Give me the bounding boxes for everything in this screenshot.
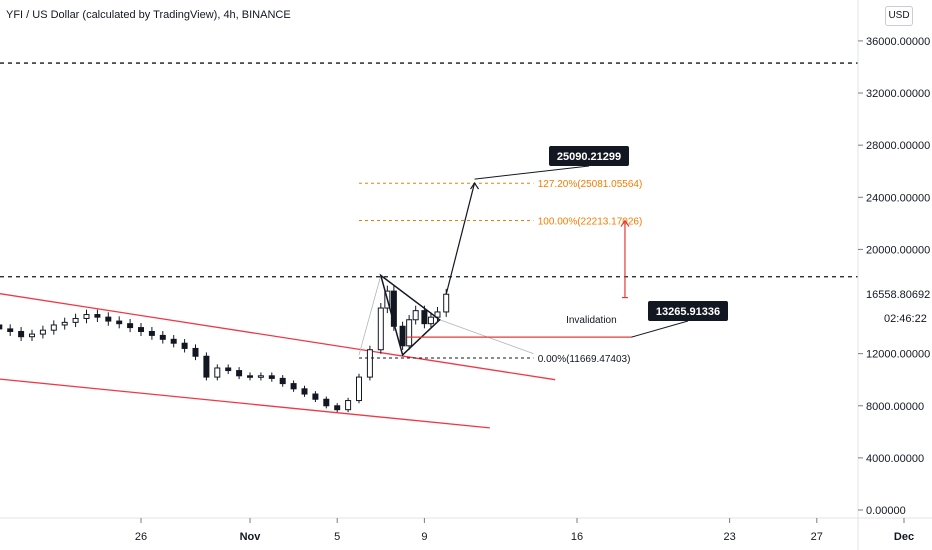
candle[interactable] [7, 328, 14, 332]
candle[interactable] [50, 324, 57, 331]
projection-arrow[interactable] [445, 182, 476, 295]
fib-level-label: 0.00%(11669.47403) [538, 354, 631, 365]
callout-text: 25090.21299 [557, 151, 621, 163]
candle[interactable] [0, 324, 3, 330]
callout-text: 13265.91336 [656, 306, 720, 318]
y-tick-label: 12000.00000 [866, 349, 930, 361]
candle[interactable] [72, 317, 79, 323]
candle[interactable] [225, 367, 232, 372]
candle[interactable] [356, 376, 362, 402]
x-tick-label: Nov [240, 531, 262, 543]
callout-pointer [474, 165, 590, 180]
candle[interactable] [148, 330, 155, 336]
candle[interactable] [61, 321, 68, 326]
candle[interactable] [83, 314, 90, 319]
x-tick-label: Dec [894, 531, 914, 543]
candle[interactable] [312, 393, 319, 400]
candle[interactable] [366, 349, 373, 378]
invalidation-label: Invalidation [566, 315, 617, 326]
candle[interactable] [116, 320, 123, 325]
candle[interactable] [192, 347, 199, 357]
callout-box [549, 146, 629, 166]
candle[interactable] [443, 293, 450, 313]
projection-arrowhead [470, 181, 480, 190]
last-price-label: 16558.80692 [866, 289, 930, 301]
fib-level-label: 100.00%(22213.17026) [538, 217, 643, 228]
chart-title: YFI / US Dollar (calculated by TradingVi… [6, 9, 291, 21]
candle[interactable] [334, 405, 341, 411]
price-callout[interactable]: 25090.21299 [474, 146, 629, 180]
y-tick-label: 20000.00000 [866, 244, 930, 256]
x-tick-label: 16 [571, 531, 583, 543]
candle[interactable] [236, 370, 243, 377]
candle[interactable] [105, 316, 112, 322]
candle[interactable] [377, 307, 384, 351]
candle[interactable] [290, 383, 297, 390]
candle[interactable] [421, 310, 428, 325]
candle[interactable] [94, 314, 101, 318]
candle[interactable] [127, 323, 134, 329]
x-tick-label: 26 [135, 531, 147, 543]
candle[interactable] [181, 342, 188, 349]
candle[interactable] [138, 327, 144, 332]
currency-button[interactable]: USD [885, 6, 913, 26]
x-tick-label: 5 [334, 531, 340, 543]
y-tick-label: 36000.00000 [866, 36, 930, 48]
y-tick-label: 28000.00000 [866, 140, 930, 152]
candle[interactable] [203, 355, 210, 378]
candle[interactable] [268, 375, 275, 379]
candle[interactable] [214, 367, 221, 378]
x-tick-label: 23 [723, 531, 735, 543]
guide-line [358, 275, 382, 356]
candle[interactable] [159, 334, 166, 340]
candle[interactable] [39, 329, 46, 335]
candle[interactable] [247, 375, 253, 378]
x-tick-label: 9 [421, 531, 427, 543]
candle[interactable] [279, 377, 286, 385]
candle[interactable] [18, 330, 25, 338]
callout-pointer [631, 320, 689, 338]
fib-level-label: 127.20%(25081.05564) [538, 179, 643, 190]
candle[interactable] [257, 375, 264, 378]
y-tick-label: 4000.00000 [866, 453, 924, 465]
candle[interactable] [399, 325, 406, 347]
price-axis[interactable]: 36000.00000 32000.00000 28000.00000 24000.0… [857, 0, 930, 550]
candle[interactable] [29, 333, 35, 338]
price-callout[interactable]: 13265.91336 [631, 301, 729, 338]
candle[interactable] [345, 400, 352, 411]
candle[interactable] [412, 310, 419, 321]
y-tick-label: 32000.00000 [866, 88, 930, 100]
candle[interactable] [390, 290, 397, 327]
y-tick-label: 0.00000 [866, 505, 906, 517]
candle[interactable] [434, 311, 441, 318]
candle[interactable] [301, 388, 308, 395]
candle[interactable] [427, 316, 434, 325]
countdown-label: 02:46:22 [884, 313, 927, 325]
candle[interactable] [406, 319, 413, 347]
y-tick-label: 8000.00000 [866, 401, 924, 413]
candle[interactable] [323, 398, 330, 407]
y-tick-label: 24000.00000 [866, 192, 930, 204]
plot-area[interactable]: 127.20%(25081.05564) 100.00%(22213.17026)… [0, 62, 858, 429]
candle[interactable] [170, 338, 177, 344]
channel-lower-line[interactable] [0, 376, 490, 429]
channel-upper-line[interactable] [0, 288, 556, 381]
time-axis[interactable]: 1926Nov59162327Dec [0, 517, 932, 543]
callout-box [648, 301, 728, 321]
x-tick-label: 27 [811, 531, 823, 543]
target-range-arrowhead [620, 219, 630, 227]
